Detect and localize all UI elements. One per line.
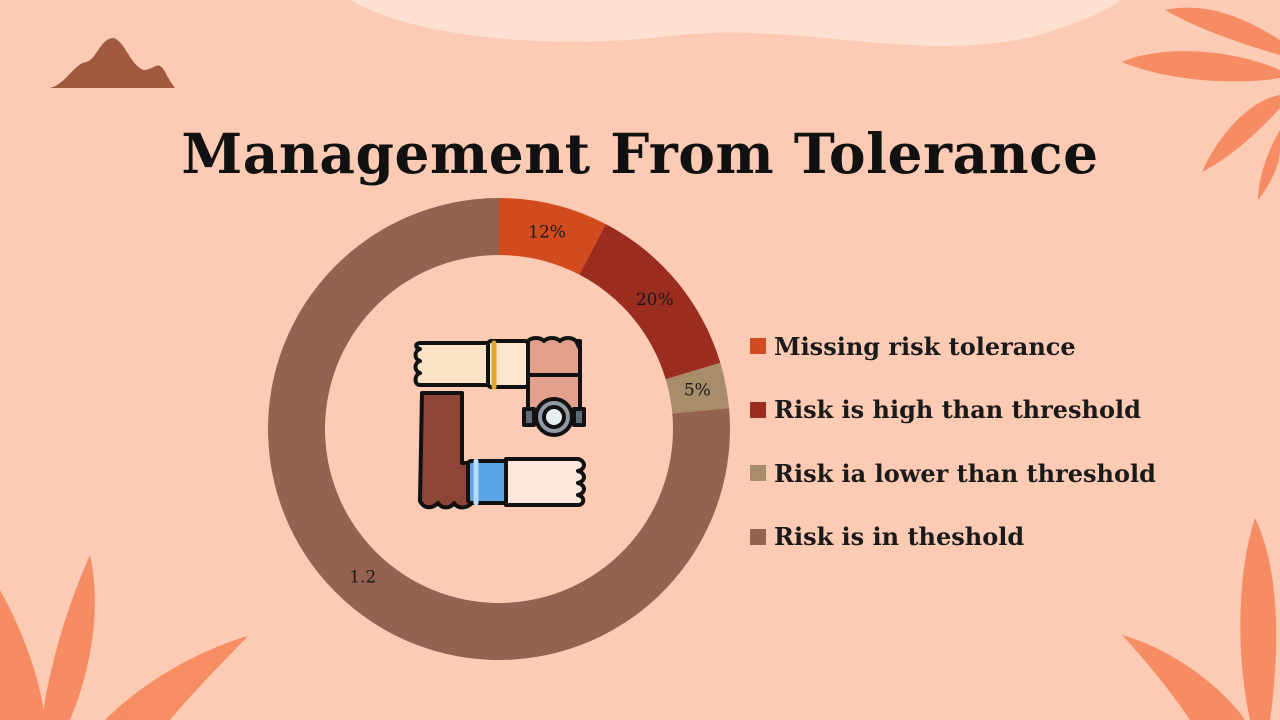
slice-data-label: 12% <box>528 222 566 242</box>
legend-label: Missing risk tolerance <box>774 331 1076 361</box>
donut-slice <box>665 362 730 414</box>
leaf-icon <box>1122 7 1280 200</box>
slice-data-label: 1.2 <box>349 568 376 588</box>
legend-label: Risk ia lower than threshold <box>774 458 1156 488</box>
legend-item: Risk is in theshold <box>750 521 1156 553</box>
hands-together-icon <box>413 336 586 510</box>
leaf-icon <box>1122 518 1277 720</box>
legend-swatch <box>750 528 766 545</box>
mountain-icon <box>50 38 175 88</box>
legend-item: Missing risk tolerance <box>750 330 1156 362</box>
legend-swatch <box>750 338 766 354</box>
page-title: Management From Tolerance <box>181 120 1099 186</box>
chart-legend: Missing risk tolerance Risk is high than … <box>750 330 1156 584</box>
donut-slice <box>499 198 606 275</box>
slice-data-label: 20% <box>636 290 674 310</box>
leaf-icon <box>0 555 248 720</box>
legend-label: Risk is in theshold <box>774 522 1025 551</box>
slice-data-label: 5% <box>684 380 711 400</box>
top-wave <box>350 0 1120 46</box>
donut-slice <box>579 224 721 380</box>
legend-label: Risk is high than threshold <box>774 395 1141 424</box>
legend-swatch <box>750 401 766 418</box>
legend-item: Risk is high than threshold <box>750 394 1156 426</box>
legend-swatch <box>750 465 766 481</box>
legend-item: Risk ia lower than threshold <box>750 457 1156 489</box>
